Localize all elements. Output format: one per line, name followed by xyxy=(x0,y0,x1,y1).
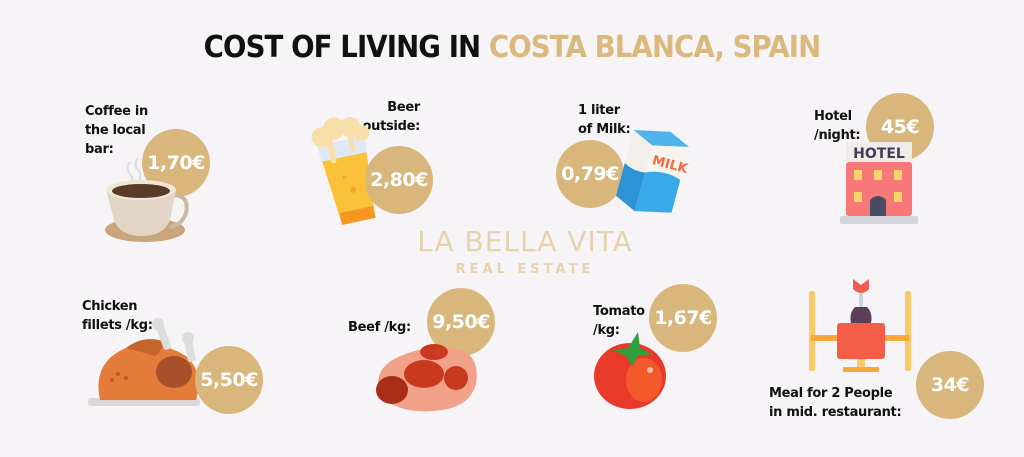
logo-name: LA BELLA VITA xyxy=(417,225,633,258)
tomato-icon xyxy=(594,332,666,409)
roast-chicken-icon xyxy=(88,318,200,406)
price-badge: 2,80€ xyxy=(365,146,433,214)
beer-glass-icon xyxy=(311,117,376,225)
brand-logo: LA BELLA VITA REAL ESTATE xyxy=(390,225,660,278)
price-badge: 34€ xyxy=(916,351,984,419)
item-label: 1 liter of Milk: xyxy=(578,103,631,137)
title-highlight: COSTA BLANCA, SPAIN xyxy=(488,30,821,65)
logo-subtitle: REAL ESTATE xyxy=(455,262,595,277)
item-label: Hotel /night: xyxy=(814,109,861,143)
price-badge: 0,79€ xyxy=(556,140,624,208)
item-label: Tomato /kg: xyxy=(593,304,645,338)
item-label: Meal for 2 People in mid. restaurant: xyxy=(769,386,902,420)
hotel-sign-text: HOTEL xyxy=(853,146,905,162)
price-badge: 5,50€ xyxy=(195,346,263,414)
item-label: Coffee in the local bar: xyxy=(85,104,148,157)
item-label: Beef /kg: xyxy=(348,320,411,335)
item-label: Beer outside: xyxy=(362,100,420,134)
page-title: COST OF LIVING IN COSTA BLANCA, SPAIN xyxy=(41,30,983,65)
coffee-cup-icon xyxy=(105,157,189,242)
restaurant-table-icon xyxy=(809,279,911,372)
hotel-icon: HOTEL xyxy=(840,142,918,224)
item-label: Chicken fillets /kg: xyxy=(82,299,153,333)
price-badge: 1,67€ xyxy=(649,284,717,352)
milk-carton-icon: MILK xyxy=(615,130,690,213)
beef-icon xyxy=(376,344,477,412)
title-prefix: COST OF LIVING IN xyxy=(203,30,489,65)
